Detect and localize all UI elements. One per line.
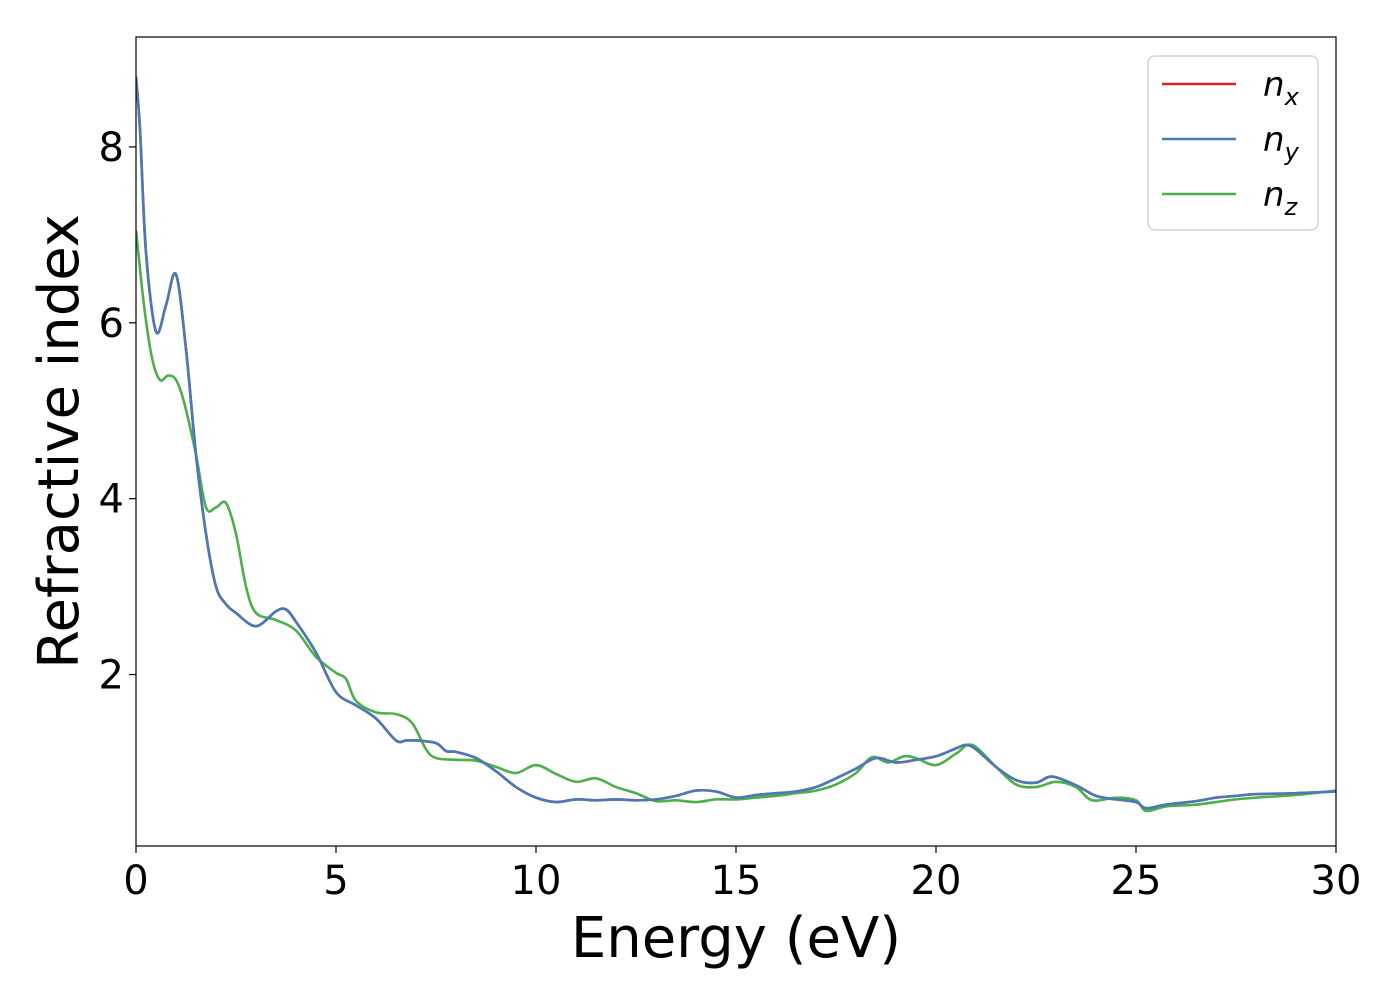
legend-label-main: n <box>1263 120 1285 160</box>
x-axis-label: Energy (eV) <box>571 906 901 971</box>
legend-box <box>1147 55 1319 231</box>
x-tick-label: 25 <box>1111 858 1162 904</box>
series-line-z <box>136 230 1336 813</box>
x-tick-label: 0 <box>123 858 148 904</box>
x-tick-label: 15 <box>711 858 762 904</box>
series-line-y <box>136 76 1336 810</box>
y-tick-label: 8 <box>99 125 124 171</box>
y-tick-label: 2 <box>99 653 124 699</box>
legend-label-subscript: x <box>1284 83 1300 111</box>
legend-label-z: nz <box>1263 175 1299 221</box>
x-tick-label: 30 <box>1311 858 1362 904</box>
ticks-layer: 0 5 10 15 20 25 30 2 4 6 8 <box>99 125 1362 904</box>
x-tick-label: 5 <box>323 858 348 904</box>
x-tick-label: 20 <box>911 858 962 904</box>
x-tick-label: 10 <box>511 858 562 904</box>
legend-label-subscript: z <box>1284 193 1299 221</box>
legend-label-main: n <box>1263 175 1285 215</box>
y-axis-label: Refractive index <box>27 214 92 669</box>
y-tick-label: 4 <box>99 477 124 523</box>
legend-label-x: nx <box>1263 65 1300 111</box>
legend-label-y: ny <box>1263 120 1300 166</box>
y-tick-label: 6 <box>99 301 124 347</box>
series-layer <box>136 76 1336 813</box>
legend-label-main: n <box>1263 65 1285 105</box>
legend-label-subscript: y <box>1284 138 1300 166</box>
